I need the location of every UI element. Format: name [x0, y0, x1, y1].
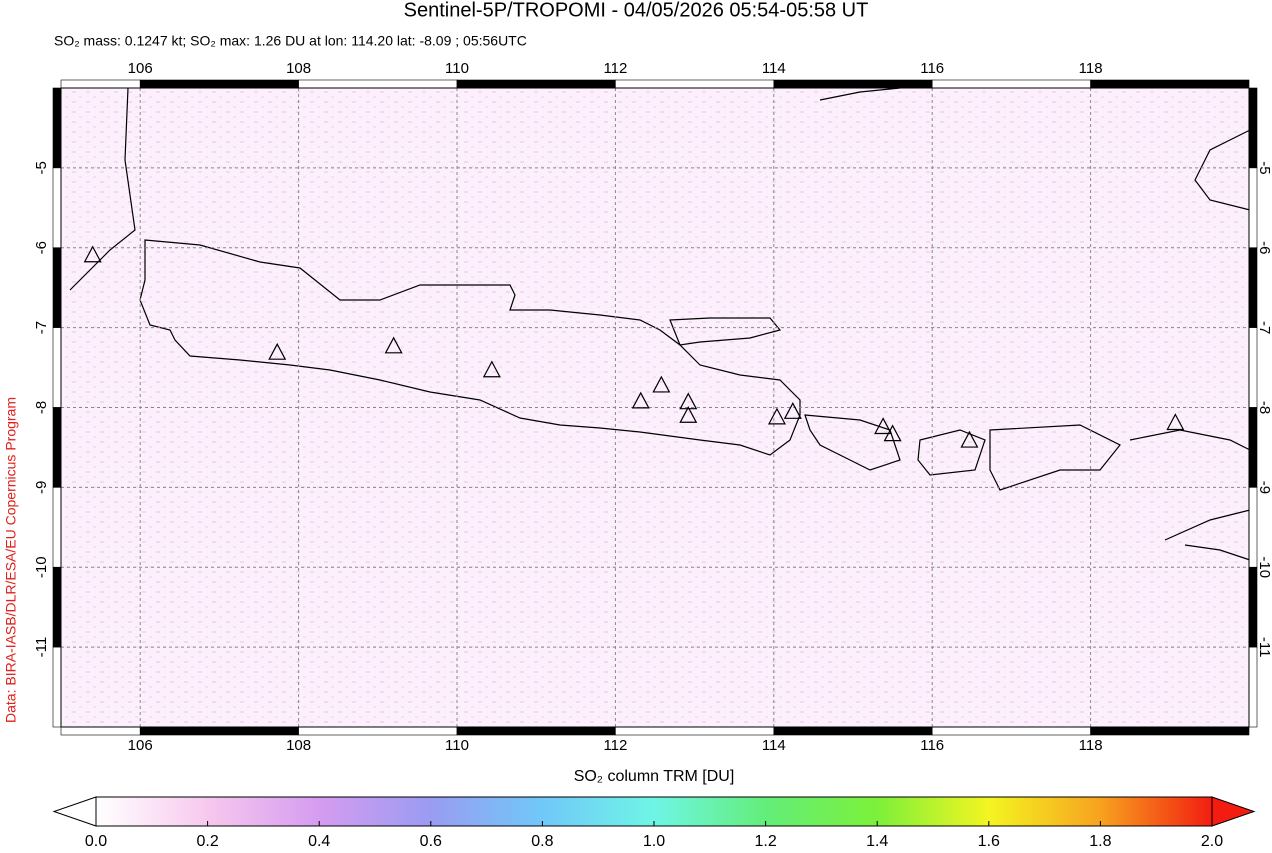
x-tick-label-bottom: 112 — [603, 737, 627, 754]
y-tick-label-left: -5 — [33, 161, 50, 174]
x-tick-label-top: 116 — [920, 60, 944, 77]
frame-segment — [52, 247, 62, 328]
y-tick-label-left: -6 — [33, 241, 50, 254]
x-tick-label-bottom: 106 — [128, 737, 153, 754]
volcano-marker — [1166, 413, 1185, 431]
x-tick-label-bottom: 108 — [286, 737, 311, 754]
volcano-marker — [631, 391, 650, 409]
frame-segment — [52, 407, 62, 488]
frame-segment — [1248, 167, 1258, 249]
frame-segment — [773, 726, 933, 736]
colorbar-tick-label: 1.8 — [1089, 833, 1111, 850]
x-tick-label-top: 114 — [762, 60, 786, 77]
x-tick-label-top: 106 — [128, 60, 153, 77]
frame-segment — [1248, 87, 1258, 169]
frame-segment — [60, 79, 141, 89]
y-tick-label-right: -6 — [1256, 241, 1272, 254]
frame-segment — [615, 726, 775, 736]
x-tick-label-bottom: 114 — [762, 737, 786, 754]
y-tick-label-right: -10 — [1256, 556, 1272, 578]
volcano-marker — [679, 392, 698, 410]
volcano-marker — [652, 375, 671, 393]
frame-segment — [1090, 726, 1250, 736]
x-tick-label-bottom: 110 — [445, 737, 469, 754]
frame-segment — [456, 726, 616, 736]
colorbar-tick-label: 2.0 — [1201, 833, 1223, 850]
frame-segment — [298, 726, 458, 736]
credit: Data: BIRA-IASB/DLR/ESA/EU Copernicus Pr… — [3, 397, 19, 723]
colorbar-over — [1211, 796, 1256, 827]
y-tick-label-right: -8 — [1256, 401, 1272, 414]
subtitle: SO₂ mass: 0.1247 kt; SO₂ max: 1.26 DU at… — [54, 33, 527, 49]
frame-segment — [773, 79, 933, 89]
y-tick-label-left: -10 — [33, 556, 50, 578]
colorbar-tick-label: 0.4 — [308, 833, 330, 850]
y-tick-label-right: -5 — [1256, 161, 1272, 174]
volcano-marker — [268, 342, 287, 360]
y-tick-label-right: -11 — [1256, 637, 1272, 658]
volcano-marker — [83, 245, 102, 263]
frame-segment — [52, 87, 62, 169]
frame-segment — [52, 646, 62, 728]
x-tick-label-bottom: 116 — [920, 737, 944, 754]
colorbar-tick-label: 0.8 — [531, 833, 553, 850]
x-tick-label-top: 110 — [445, 60, 469, 77]
volcano-marker — [883, 424, 902, 442]
colorbar-tick-label: 0.0 — [85, 833, 107, 850]
frame-segment — [1248, 247, 1258, 328]
colorbar-label: SO₂ column TRM [DU] — [574, 768, 735, 785]
frame-segment — [1248, 487, 1258, 568]
colorbar-tick-label: 1.2 — [754, 833, 776, 850]
frame-segment — [1248, 327, 1258, 408]
colorbar-under — [52, 796, 97, 827]
frame-segment — [60, 726, 141, 736]
frame-segment — [615, 79, 775, 89]
frame-segment — [139, 726, 299, 736]
frame-segment — [52, 327, 62, 408]
frame-segment — [139, 79, 299, 89]
colorbar-tick-label: 0.6 — [420, 833, 442, 850]
frame-segment — [52, 487, 62, 568]
y-tick-label-left: -11 — [33, 637, 50, 658]
y-tick-label-right: -7 — [1256, 321, 1272, 334]
frame-segment — [931, 726, 1091, 736]
title: Sentinel-5P/TROPOMI - 04/05/2026 05:54-0… — [404, 0, 869, 21]
volcano-marker — [679, 406, 698, 423]
colorbar-tick-label: 1.0 — [643, 833, 665, 850]
volcano-marker — [767, 407, 786, 425]
y-tick-label-left: -7 — [33, 321, 50, 334]
y-tick-label-left: -9 — [33, 481, 50, 494]
colorbar-tick-label: 0.2 — [196, 833, 218, 850]
volcano-marker — [482, 360, 501, 378]
plot-border — [60, 87, 1250, 728]
colorbar-tick-label: 1.6 — [978, 833, 1000, 850]
volcano-marker — [960, 430, 979, 448]
x-tick-label-top: 118 — [1079, 60, 1103, 77]
colorbar-tick-label: 1.4 — [866, 833, 888, 850]
frame-segment — [1090, 79, 1250, 89]
coastlines — [69, 87, 1251, 561]
frame-segment — [298, 79, 458, 89]
x-tick-label-bottom: 118 — [1079, 737, 1103, 754]
frame-segment — [931, 79, 1091, 89]
volcano-marker — [783, 402, 802, 419]
volcano-marker — [384, 336, 403, 354]
frame-segment — [456, 79, 616, 89]
frame-segment — [1248, 646, 1258, 728]
frame-segment — [1248, 407, 1258, 488]
frame-segment — [52, 566, 62, 648]
volcano-marker — [874, 417, 893, 435]
y-tick-label-left: -8 — [33, 401, 50, 414]
frame-segment — [52, 167, 62, 249]
y-tick-label-right: -9 — [1256, 481, 1272, 494]
x-tick-label-top: 108 — [286, 60, 311, 77]
frame-segment — [1248, 566, 1258, 648]
x-tick-label-top: 112 — [603, 60, 627, 77]
